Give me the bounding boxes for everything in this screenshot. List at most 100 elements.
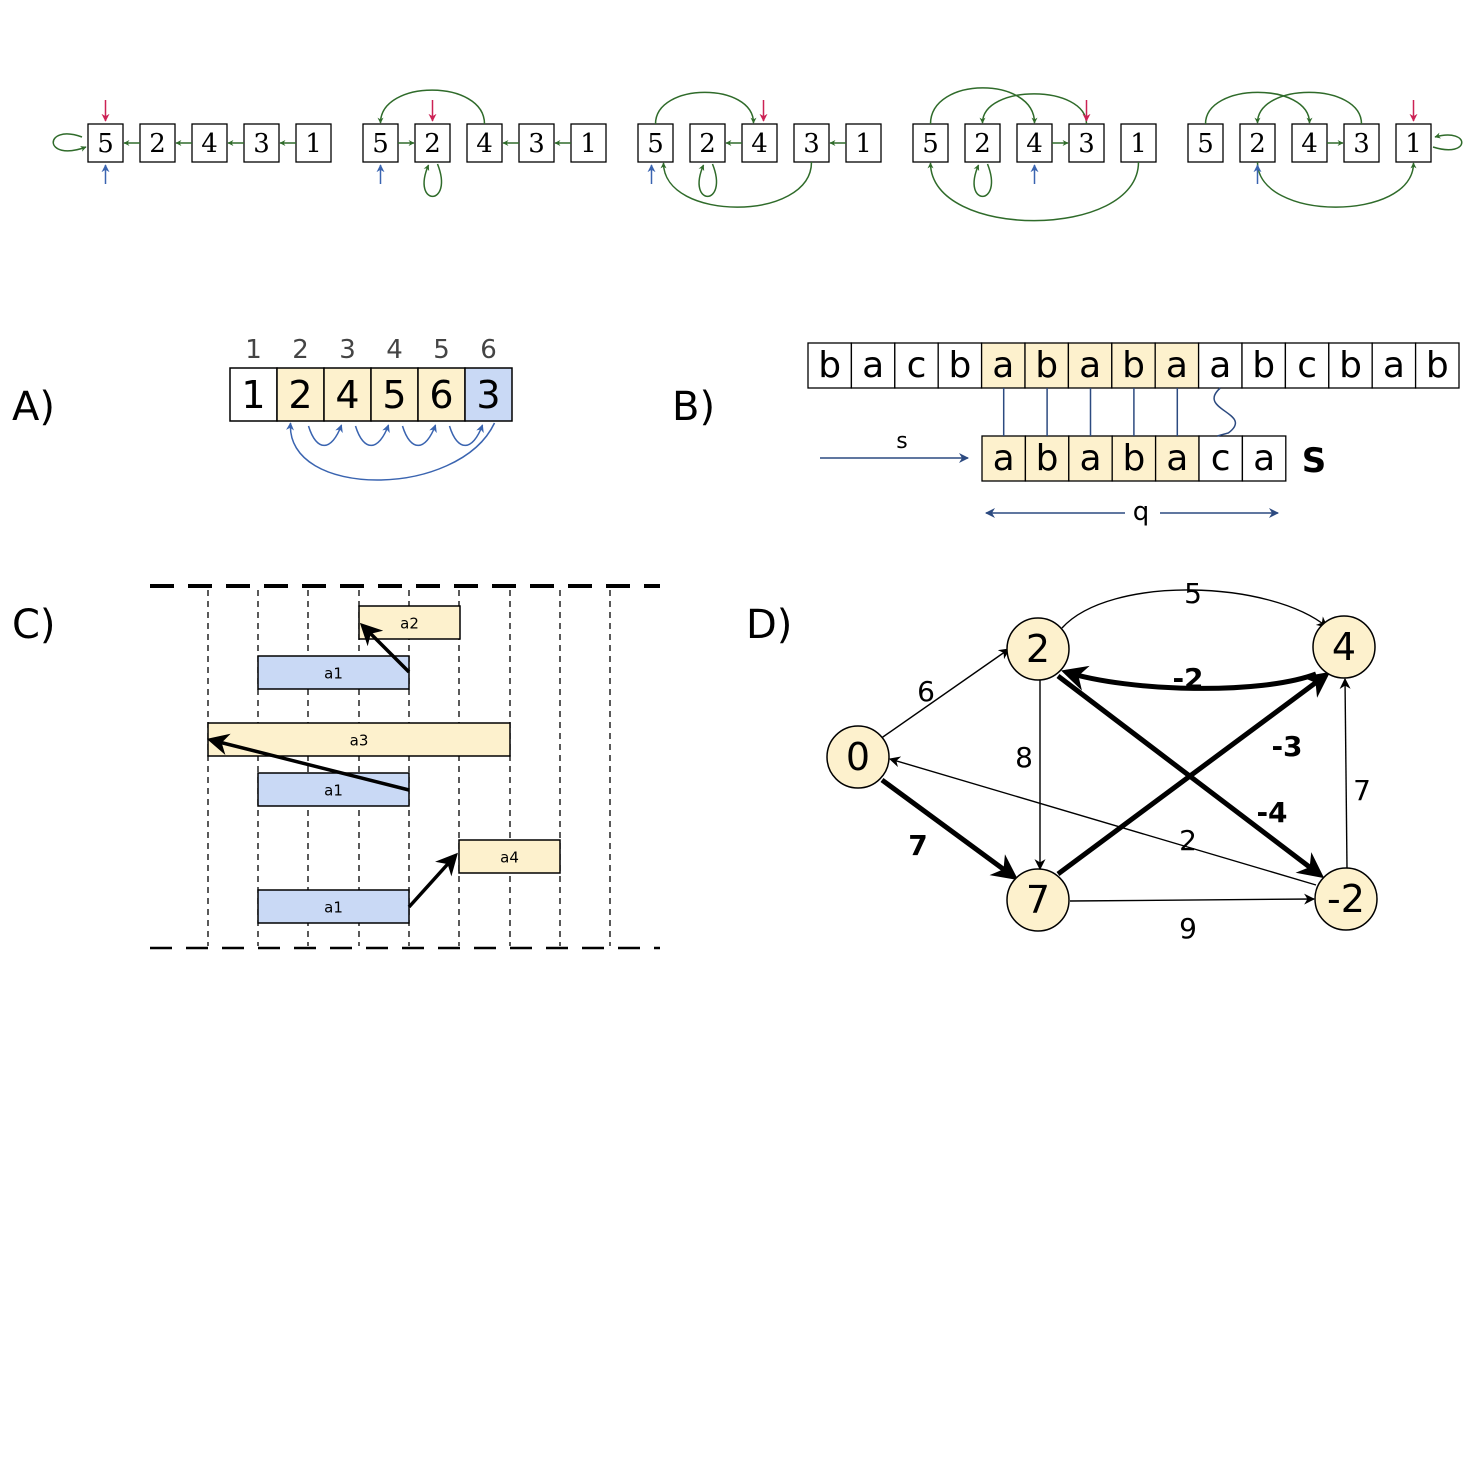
self-loop-arrow [423, 163, 443, 198]
array-cell [464, 367, 513, 422]
list-node-label: 4 [751, 129, 768, 159]
edge-weight: 7 [1353, 774, 1371, 807]
list-node-box [1395, 123, 1432, 163]
list-node-label: 3 [1078, 129, 1095, 159]
node-label: 0 [846, 735, 870, 779]
array-cell [323, 367, 372, 422]
pattern-char: a [993, 438, 1015, 479]
list-node-box [793, 123, 830, 163]
edge-weight: 5 [1184, 577, 1202, 610]
list-node-box [689, 123, 726, 163]
pointer-arrow [927, 161, 1140, 222]
text-char: b [1035, 345, 1058, 386]
text-cell [1197, 342, 1243, 389]
list-node-box [1016, 123, 1053, 163]
array-value: 5 [382, 373, 406, 417]
list-state-4: 5 2 4 3 1 [912, 123, 1157, 163]
pointer-arrow [929, 87, 1038, 125]
list-node-box [518, 123, 555, 163]
text-char: a [1166, 345, 1188, 386]
pattern-char: b [1036, 438, 1059, 479]
self-loop-arrow [973, 163, 993, 198]
pattern-char: a [1079, 438, 1101, 479]
pattern-char: a [1166, 438, 1188, 479]
text-cell [1414, 342, 1460, 389]
self-loop-arrow [52, 133, 87, 152]
node-label: 7 [1026, 878, 1050, 922]
list-node-label: 5 [372, 129, 389, 159]
array-value: 3 [476, 373, 500, 417]
list-node-label: 3 [803, 129, 820, 159]
array-index: 3 [339, 335, 356, 365]
list-node-label: 2 [974, 129, 991, 159]
edge-n7-nm2 [1069, 893, 1316, 905]
shift-arrow [401, 424, 437, 446]
list-node-label: 4 [476, 129, 493, 159]
edge-weight: 2 [1179, 824, 1197, 857]
text-cell [894, 342, 939, 389]
panel-b-label: B) [672, 384, 715, 430]
list-node-box [243, 123, 280, 163]
edge-nm2-n4 [1339, 677, 1351, 869]
text-cell [980, 342, 1026, 389]
edge-n7-n4 [1056, 671, 1331, 877]
text-cell [1371, 342, 1417, 389]
panel-a: A) 1 2 3 4 5 61 2 4 5 6 3 [12, 335, 513, 481]
list-node-label: 5 [647, 129, 664, 159]
array-value: 4 [335, 373, 359, 417]
list-node-label: 3 [253, 129, 270, 159]
pattern-cell [1068, 435, 1113, 482]
text-cell [1067, 342, 1113, 389]
text-cell [850, 342, 896, 389]
node-label: 4 [1332, 625, 1356, 669]
list-node-label: 1 [580, 129, 597, 159]
graph-node-n4 [1312, 615, 1376, 679]
text-char: a [1383, 345, 1405, 386]
list-state-5: 5 2 4 3 1 [1187, 123, 1432, 163]
pointer-arrow [654, 91, 757, 125]
pattern-name: S [1302, 441, 1327, 481]
list-node-label: 2 [699, 129, 716, 159]
list-state-2: 5 2 4 3 1 [362, 123, 607, 163]
self-loop-arrow [698, 163, 718, 198]
activity-bar-a4 [458, 839, 561, 874]
text-char: a [1209, 345, 1231, 386]
list-node-box [637, 123, 674, 163]
pointer-arrow [979, 93, 1088, 125]
edge-weight: 9 [1179, 912, 1197, 945]
panel-a-label: A) [12, 384, 55, 430]
compatibility-arrow [407, 852, 458, 909]
pattern-cell [1241, 435, 1287, 482]
list-node-box [139, 123, 176, 163]
array-index: 4 [386, 335, 403, 365]
text-char: b [818, 345, 841, 386]
list-node-box [741, 123, 778, 163]
text-cell [937, 342, 983, 389]
list-node-box [964, 123, 1001, 163]
shift-arrow [354, 424, 390, 446]
edge-weight: 7 [908, 829, 927, 862]
pointer-arrow [660, 161, 813, 208]
list-node-label: 5 [1197, 129, 1214, 159]
array-cell [417, 367, 466, 422]
graph-node-n7 [1006, 868, 1070, 932]
activity-label: a4 [500, 849, 519, 867]
text-char: b [1122, 345, 1145, 386]
text-char: b [948, 345, 971, 386]
list-node-label: 5 [97, 129, 114, 159]
list-node-label: 2 [424, 129, 441, 159]
edge-n0-n7 [880, 777, 1019, 881]
list-node-label: 1 [305, 129, 322, 159]
panel-c: C) a2 a1 a3 a1 a4 a1 [12, 584, 660, 950]
list-node-label: 4 [1026, 129, 1043, 159]
list-node-box [191, 123, 228, 163]
activity-bar-a1 [257, 655, 410, 690]
mismatch-squiggle [1213, 387, 1237, 437]
list-node-label: 5 [922, 129, 939, 159]
list-node-box [1068, 123, 1105, 163]
list-node-box [1239, 123, 1276, 163]
array-index: 6 [480, 335, 497, 365]
pointer-arrow [1204, 91, 1313, 125]
list-node-label: 1 [1130, 129, 1147, 159]
list-node-box [912, 123, 949, 163]
